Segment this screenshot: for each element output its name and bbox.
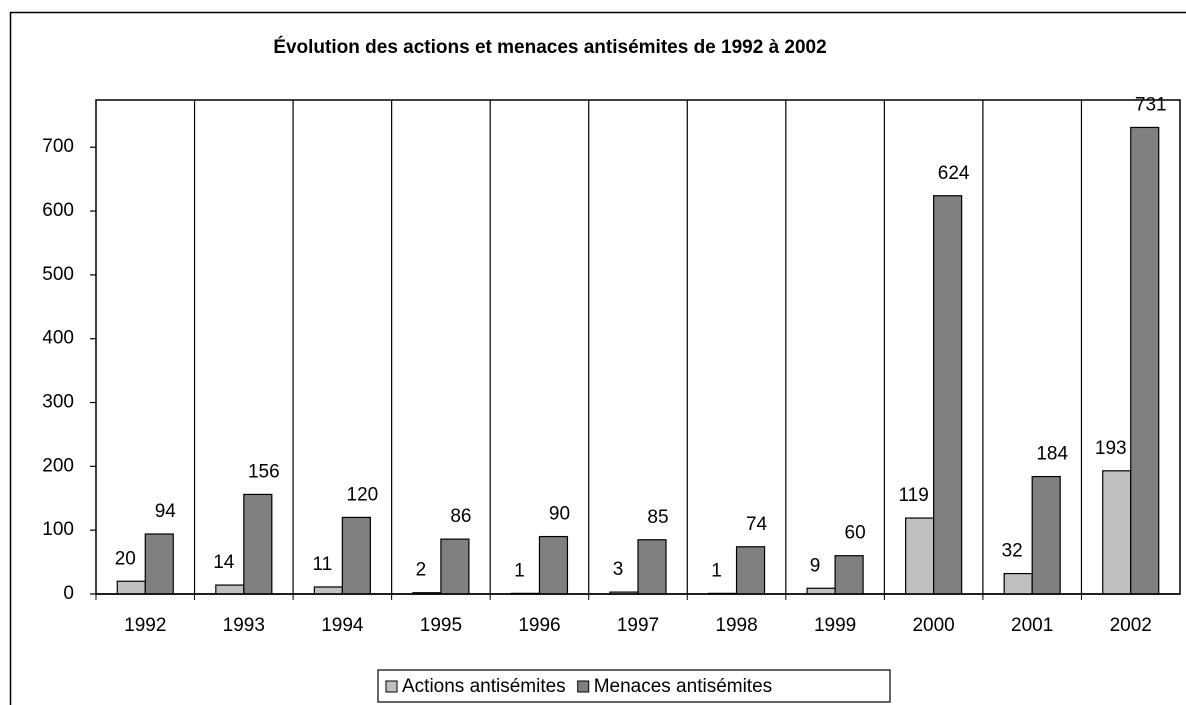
bar bbox=[1102, 470, 1132, 595]
value-label: 74 bbox=[746, 514, 768, 535]
value-label: 193 bbox=[1095, 438, 1127, 459]
legend-label: Menaces antisémites bbox=[594, 676, 772, 697]
value-label: 731 bbox=[1135, 94, 1167, 115]
bar bbox=[834, 555, 864, 595]
bar bbox=[933, 195, 963, 595]
value-label: 2 bbox=[416, 560, 427, 581]
y-tick-label: 200 bbox=[42, 455, 74, 476]
y-tick-label: 0 bbox=[63, 583, 74, 604]
legend-swatch bbox=[577, 680, 590, 693]
x-tick-label: 1998 bbox=[715, 615, 757, 636]
bar bbox=[116, 580, 146, 595]
value-label: 14 bbox=[213, 552, 235, 573]
y-tick-label: 400 bbox=[42, 328, 74, 349]
value-label: 3 bbox=[613, 559, 624, 580]
bar bbox=[806, 587, 836, 595]
value-label: 32 bbox=[1002, 541, 1023, 562]
x-tick-label: 1997 bbox=[617, 615, 659, 636]
value-label: 184 bbox=[1036, 444, 1068, 465]
bar bbox=[215, 584, 245, 595]
y-tick-label: 100 bbox=[42, 519, 74, 540]
value-label: 20 bbox=[115, 548, 136, 569]
bar bbox=[637, 539, 667, 595]
value-label: 120 bbox=[347, 484, 379, 505]
chart-frame bbox=[9, 11, 1186, 705]
legend-swatch bbox=[385, 680, 398, 693]
y-tick-label: 500 bbox=[42, 264, 74, 285]
bar bbox=[144, 533, 174, 595]
value-label: 85 bbox=[647, 507, 668, 528]
bar bbox=[243, 493, 273, 595]
x-tick-label: 2001 bbox=[1011, 615, 1053, 636]
value-label: 1 bbox=[514, 560, 525, 581]
bar bbox=[341, 516, 371, 595]
x-tick-label: 1993 bbox=[223, 615, 265, 636]
bar bbox=[1003, 572, 1033, 595]
bar bbox=[313, 586, 343, 595]
x-tick-label: 2000 bbox=[912, 615, 954, 636]
x-tick-label: 2002 bbox=[1110, 615, 1152, 636]
value-label: 94 bbox=[155, 501, 177, 522]
legend-box bbox=[377, 669, 891, 703]
bar bbox=[735, 546, 766, 595]
bar bbox=[1130, 126, 1160, 595]
value-label: 119 bbox=[898, 485, 928, 506]
value-label: 90 bbox=[549, 504, 570, 525]
x-tick-label: 1994 bbox=[321, 615, 364, 636]
bar bbox=[905, 517, 935, 595]
y-tick-label: 600 bbox=[42, 200, 74, 221]
bar bbox=[538, 535, 569, 595]
value-label: 11 bbox=[312, 554, 332, 575]
y-tick-label: 300 bbox=[42, 392, 74, 413]
bar bbox=[1031, 475, 1061, 595]
x-tick-label: 1992 bbox=[124, 615, 166, 636]
y-tick-label: 700 bbox=[42, 136, 74, 157]
value-label: 9 bbox=[810, 555, 821, 576]
value-label: 1 bbox=[711, 560, 722, 581]
value-label: 86 bbox=[450, 506, 471, 527]
value-label: 156 bbox=[248, 461, 280, 482]
value-label: 624 bbox=[938, 163, 970, 184]
chart-title: Évolution des actions et menaces antisém… bbox=[273, 36, 826, 58]
x-tick-label: 1995 bbox=[420, 615, 462, 636]
x-tick-label: 1999 bbox=[814, 615, 856, 636]
x-tick-label: 1996 bbox=[518, 615, 560, 636]
bar bbox=[440, 538, 470, 595]
legend-label: Actions antisémites bbox=[402, 676, 566, 697]
value-label: 60 bbox=[845, 523, 866, 544]
